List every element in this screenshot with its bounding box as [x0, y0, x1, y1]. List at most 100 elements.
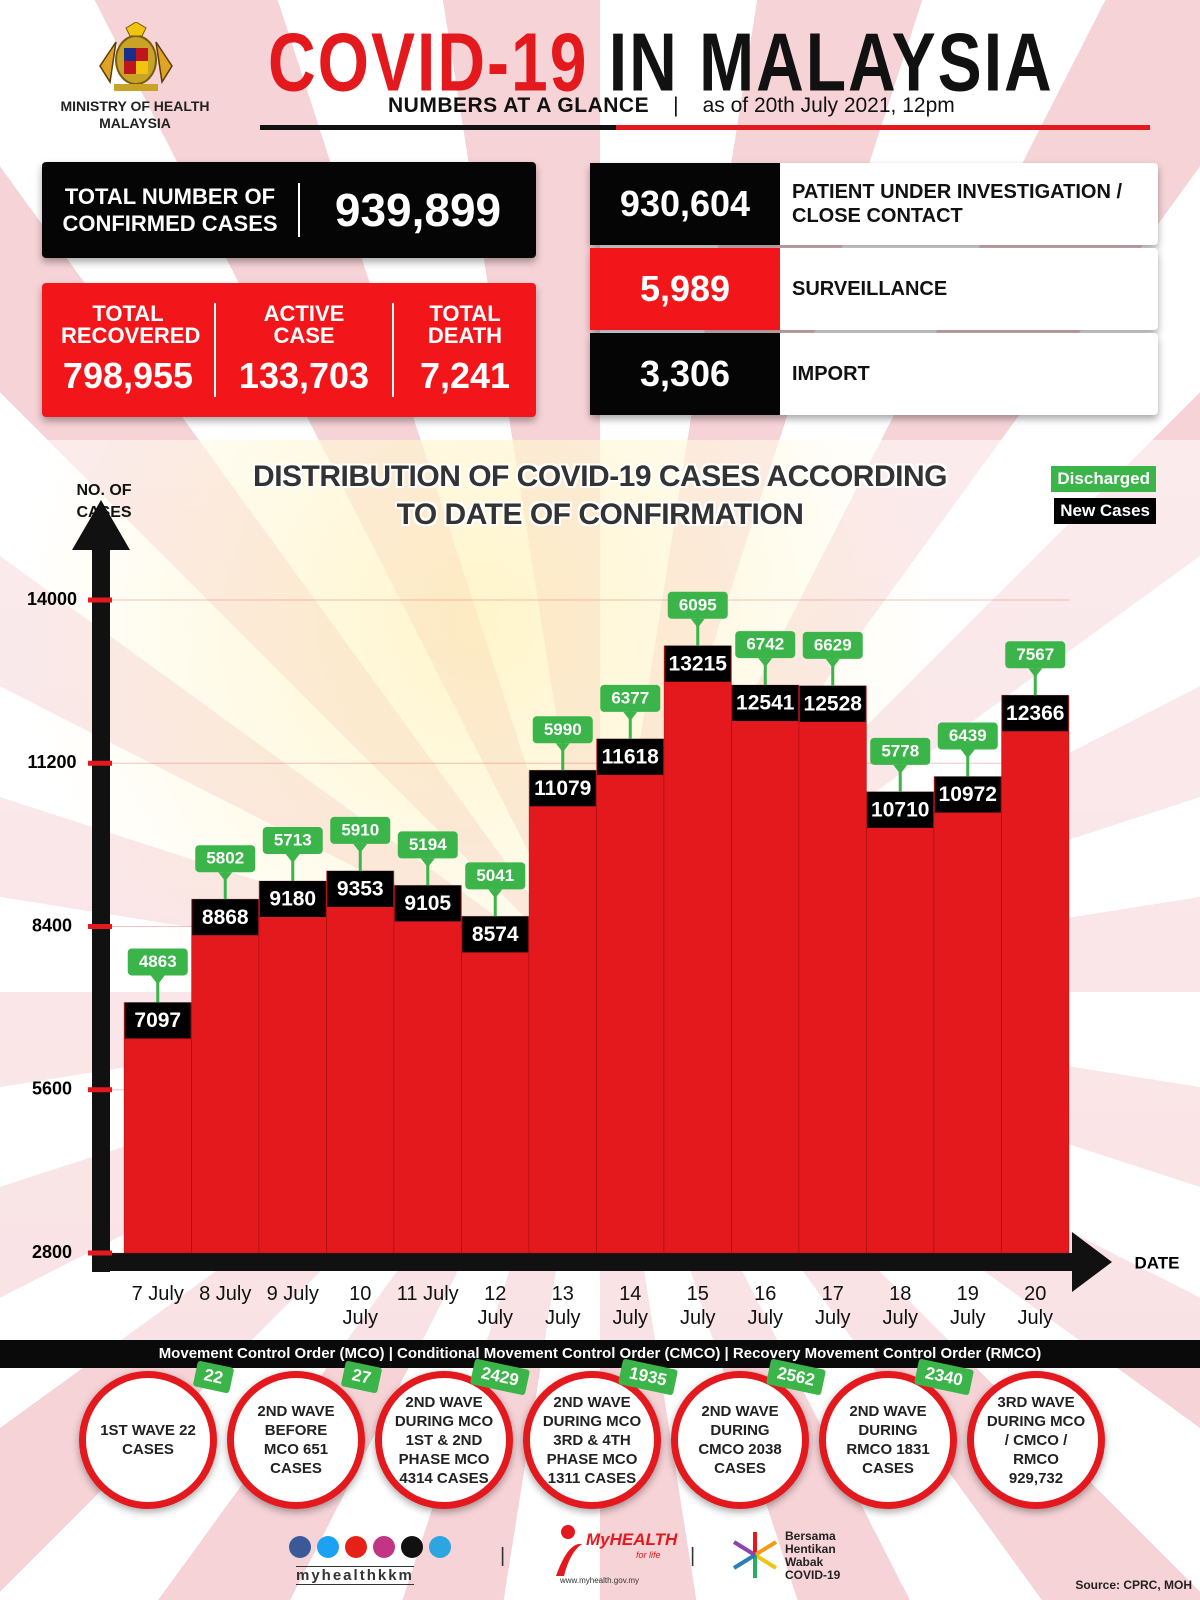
discharged-label: 5194: [409, 835, 447, 854]
mco-note: Movement Control Order (MCO) | Condition…: [0, 1340, 1200, 1368]
bar: [933, 776, 1002, 1254]
y-axis-arrow: [72, 500, 130, 550]
bar: [123, 1001, 192, 1254]
wave-circle: 1ST WAVE 22 CASES 22: [79, 1360, 235, 1509]
discharged-box: [532, 716, 593, 744]
y-tick-label: 2800: [32, 1242, 72, 1262]
wave-label: 2ND WAVE DURING MCO 1ST & 2ND PHASE MCO …: [394, 1393, 494, 1487]
callout-pointer: [893, 764, 908, 774]
breakdown-cell: TOTAL DEATH 7,241: [394, 303, 536, 397]
breakdown-label: ACTIVE CASE: [263, 301, 345, 348]
value-label-box: [867, 791, 934, 828]
value-label-box: [124, 1002, 191, 1039]
y-tick-label: 5600: [32, 1079, 72, 1099]
wave-circle: 3RD WAVE DURING MCO / CMCO / RMCO 929,73…: [967, 1371, 1105, 1509]
value-label-box: [1002, 695, 1069, 732]
bar: [393, 884, 462, 1254]
x-axis: [92, 1253, 1082, 1271]
myhealth-logo: [556, 1525, 582, 1576]
discharged-label: 6439: [949, 726, 987, 745]
discharged-box: [802, 631, 863, 659]
source: Source: CPRC, MOH: [1075, 1578, 1192, 1592]
source-value: 930,604: [590, 163, 780, 245]
value-label-box: [597, 738, 664, 775]
value-label-box: [327, 870, 394, 907]
wave-label: 2ND WAVE DURING MCO 3RD & 4TH PHASE MCO …: [542, 1393, 642, 1487]
discharged-label: 5802: [206, 849, 244, 868]
discharged-label: 4863: [139, 952, 177, 971]
discharged-label: 5713: [274, 831, 312, 850]
discharged-box: [262, 827, 323, 855]
value-label: 8574: [472, 923, 519, 946]
x-tick-label: 14 July: [612, 1283, 649, 1329]
breakdown-value: 133,703: [238, 355, 370, 396]
source-row: 930,604 PATIENT UNDER INVESTIGATION / CLO…: [590, 163, 1158, 245]
bar: [191, 898, 260, 1254]
confirmed-value: 939,899: [334, 184, 502, 236]
confirmed-card: TOTAL NUMBER OF CONFIRMED CASES 939,899: [42, 162, 536, 258]
value-label-box: [664, 645, 731, 682]
social-handle: myhealthkkm: [296, 1566, 414, 1585]
value-label: 12528: [804, 692, 863, 715]
breakdown-value: 7,241: [419, 355, 511, 396]
x-tick-label: 11 July: [396, 1283, 459, 1305]
wave-label: 1ST WAVE 22 CASES: [100, 1422, 196, 1458]
page-title: COVID-19 IN MALAYSIA: [268, 14, 1054, 109]
legend-entry: Discharged: [1051, 466, 1156, 492]
bar: [326, 870, 395, 1254]
value-label: 9180: [269, 888, 316, 911]
discharged-box: [937, 722, 998, 750]
legend: Discharged New Cases: [1051, 466, 1156, 524]
bar: [596, 738, 665, 1254]
value-label-box: [529, 770, 596, 807]
wave-label: 2ND WAVE BEFORE MCO 651 CASES: [257, 1403, 335, 1477]
value-label: 12541: [736, 692, 795, 715]
discharged-box: [397, 831, 458, 859]
x-tick-label: 20 July: [1017, 1283, 1054, 1329]
site: www.myhealth.gov.my: [560, 1576, 639, 1585]
source-row: 3,306 IMPORT: [590, 333, 1158, 415]
x-tick-label: 10 July: [342, 1283, 379, 1329]
x-tick-label: 17 July: [814, 1283, 851, 1329]
discharged-label: 5910: [341, 820, 379, 839]
value-label-box: [192, 899, 259, 936]
campaign-logo: [732, 1532, 778, 1578]
bar: [461, 915, 530, 1254]
discharged-box: [330, 816, 391, 844]
y-axis: [92, 545, 110, 1272]
bar: [663, 645, 732, 1254]
value-label: 13215: [669, 652, 728, 675]
bar: [528, 769, 597, 1254]
discharged-label: 7567: [1016, 645, 1054, 664]
callout-pointer: [150, 975, 165, 985]
x-tick-label: 8 July: [199, 1283, 252, 1305]
discharged-label: 6742: [746, 635, 784, 654]
source-row: 5,989 SURVEILLANCE: [590, 248, 1158, 330]
chart: DATE 2800 5600 8400 11200 14000 7097 4863 8868 5…: [27, 500, 1180, 1292]
tagline: for life: [636, 1550, 661, 1560]
x-tick-label: 7 July: [131, 1283, 184, 1305]
x-tick-label: 12 July: [477, 1283, 514, 1329]
discharged-box: [735, 631, 796, 659]
social-icons: [289, 1536, 451, 1558]
callout-pointer: [690, 618, 705, 628]
callout-pointer: [960, 749, 975, 759]
callout-pointer: [758, 658, 773, 668]
value-label-box: [259, 881, 326, 918]
value-label: 9353: [337, 877, 384, 900]
breakdown-cell: ACTIVE CASE 133,703: [216, 303, 394, 397]
separator: |: [500, 1545, 506, 1567]
x-tick-label: 15 July: [679, 1283, 716, 1329]
x-axis-arrow: [1072, 1232, 1112, 1292]
wave-circle: 2ND WAVE DURING MCO 3RD & 4TH PHASE MCO …: [523, 1358, 679, 1509]
callout-pointer: [1028, 668, 1043, 678]
wave-label: 2ND WAVE DURING CMCO 2038 CASES: [698, 1403, 782, 1477]
ministry: MINISTRY OF HEALTH MALAYSIA: [60, 98, 210, 131]
source-value: 5,989: [590, 248, 780, 330]
discharged-label: 5041: [476, 866, 514, 885]
y-tick-label: 8400: [32, 915, 72, 935]
value-label-box: [462, 916, 529, 953]
title-black: IN MALAYSIA: [608, 15, 1054, 108]
discharged-label: 5778: [881, 741, 919, 760]
discharged-box: [195, 845, 256, 873]
